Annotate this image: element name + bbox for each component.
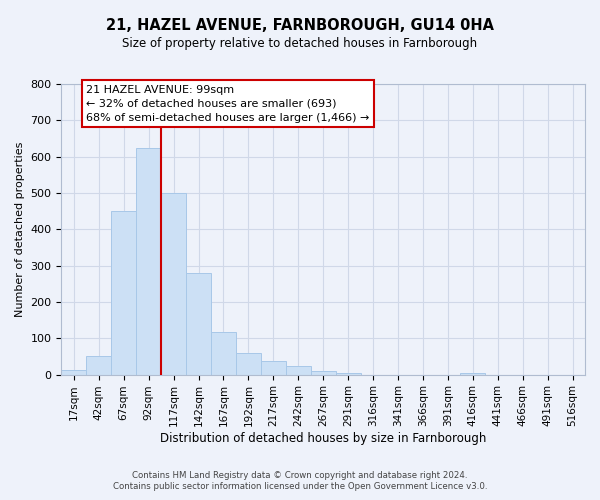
Bar [211, 332, 236, 374]
Bar [311, 371, 335, 374]
Bar [111, 211, 136, 374]
Text: 21, HAZEL AVENUE, FARNBOROUGH, GU14 0HA: 21, HAZEL AVENUE, FARNBOROUGH, GU14 0HA [106, 18, 494, 32]
Y-axis label: Number of detached properties: Number of detached properties [15, 142, 25, 317]
Bar [86, 356, 111, 374]
Bar [61, 370, 86, 374]
Text: 21 HAZEL AVENUE: 99sqm
← 32% of detached houses are smaller (693)
68% of semi-de: 21 HAZEL AVENUE: 99sqm ← 32% of detached… [86, 84, 370, 122]
Bar [335, 373, 361, 374]
Bar [136, 148, 161, 374]
Bar [460, 373, 485, 374]
Text: Size of property relative to detached houses in Farnborough: Size of property relative to detached ho… [122, 38, 478, 51]
Bar [186, 273, 211, 374]
Bar [261, 361, 286, 374]
Bar [161, 193, 186, 374]
Text: Contains public sector information licensed under the Open Government Licence v3: Contains public sector information licen… [113, 482, 487, 491]
Bar [286, 366, 311, 374]
X-axis label: Distribution of detached houses by size in Farnborough: Distribution of detached houses by size … [160, 432, 487, 445]
Bar [236, 353, 261, 374]
Text: Contains HM Land Registry data © Crown copyright and database right 2024.: Contains HM Land Registry data © Crown c… [132, 471, 468, 480]
